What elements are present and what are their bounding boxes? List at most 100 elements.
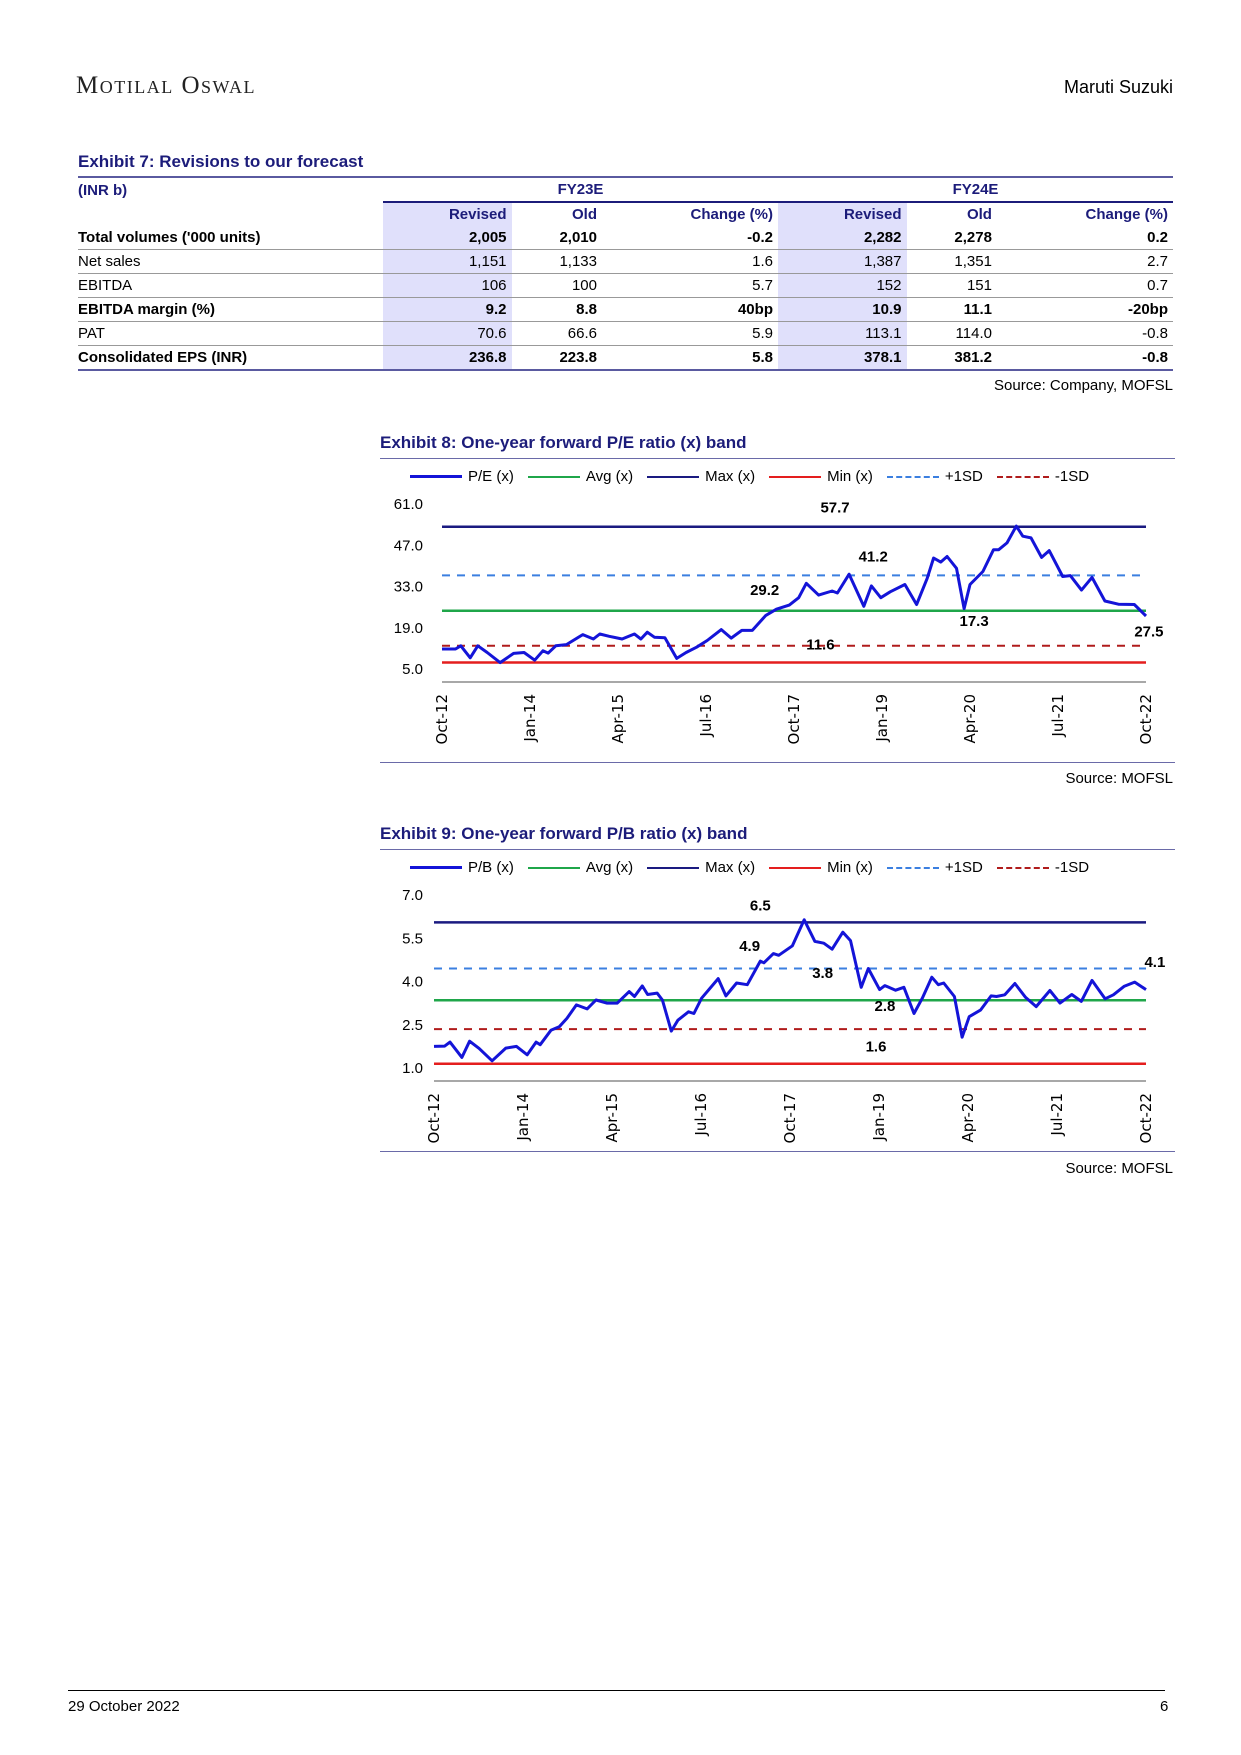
legend-swatch [527,475,580,478]
column-header: Revised [777,202,907,226]
exhibit9-title: Exhibit 9: One-year forward P/B ratio (x… [380,824,748,843]
table-cell: 40bp [601,297,778,322]
table-cell: 5.9 [601,321,778,346]
table-cell: 2,282 [777,226,907,250]
y-tick-label: 5.5 [402,930,423,947]
legend-item: Max (x) [647,468,755,485]
table-cell: 381.2 [954,349,992,366]
data-label: 27.5 [1134,623,1163,640]
y-tick-label: 19.0 [394,620,423,637]
legend-label: P/B (x) [468,859,514,876]
legend-label: Max (x) [705,859,756,876]
x-tick-label: Oct-12 [433,694,451,744]
row-label: PAT [78,321,383,346]
x-tick-label: Jan-19 [870,1093,888,1142]
data-label: 1.6 [866,1039,887,1056]
table-cell: -0.2 [601,226,778,250]
table-cell: 0.2 [996,226,1173,250]
legend-label: +1SD [944,468,983,485]
legend-label: Max (x) [705,468,756,485]
x-tick-label: Jul-16 [692,1093,710,1137]
table-row: EBITDA 106 100 5.7 152 151 0.7 [78,273,1173,298]
table-cell: 151 [906,273,997,298]
legend-swatch [527,866,580,869]
y-tick-label: 33.0 [394,579,423,596]
legend-item: +1SD [886,468,983,485]
table-cell: 378.1 [777,345,907,370]
x-tick-label: Apr-15 [609,694,627,744]
table-cell: 10.9 [777,297,907,322]
data-label: 6.5 [750,897,771,914]
x-tick-label: Jul-21 [1048,1093,1066,1137]
legend-label: -1SD [1054,468,1090,485]
column-header: Change (%) [690,206,773,223]
table-cell: 70.6 [383,321,512,346]
exhibit7-title: Exhibit 7: Revisions to our forecast [78,152,364,171]
data-label: 29.2 [750,582,779,599]
table-cell: 2.7 [996,249,1173,274]
y-tick-label: 2.5 [402,1017,423,1034]
legend-item: Max (x) [647,859,755,876]
x-tick-label: Jan-14 [514,1093,532,1142]
table-header-row: Revised Old Change (%) Revised Old Change (%) [78,202,1173,226]
table-row: EBITDA margin (%) 9.2 8.8 40bp 10.9 11.1 -20bp [78,297,1173,322]
data-label: 11.6 [806,637,834,654]
data-label: 41.2 [859,548,888,565]
group-fy24e: FY24E [777,177,1173,203]
legend-item: Min (x) [769,468,873,485]
table-cell: 9.2 [383,297,512,322]
x-tick-label: Oct-17 [781,1093,799,1143]
column-header: Old [571,206,597,223]
legend-swatch [886,866,939,869]
table-row: PAT 70.6 66.6 5.9 113.1 114.0 -0.8 [78,321,1173,346]
table-cell: 8.8 [511,297,602,322]
x-tick-label: Apr-20 [959,1093,977,1143]
table-group-row: (INR b) FY23E FY24E [78,177,1173,203]
legend-item: Avg (x) [527,859,633,876]
legend-item: +1SD [886,859,983,876]
y-tick-label: 7.0 [402,887,423,904]
table-cell: 0.7 [996,273,1173,298]
table-cell: -0.8 [996,321,1173,346]
x-tick-label: Oct-22 [1137,1093,1155,1143]
table-cell: 5.7 [601,273,778,298]
data-label: 17.3 [960,613,989,630]
table-row: Consolidated EPS (INR) 236.8 223.8 5.8 378.1… [78,345,1173,370]
exhibit8-title: Exhibit 8: One-year forward P/E ratio (x… [380,433,747,452]
table-cell: 1.6 [601,249,778,274]
x-tick-label: Jul-21 [1049,694,1067,738]
table-cell: 2,010 [511,226,602,250]
unit-label: (INR b) [78,181,128,199]
legend-item: Min (x) [769,859,873,876]
y-tick-label: 5.0 [402,661,423,678]
legend-item: Avg (x) [527,468,634,485]
data-label: 2.8 [875,998,896,1015]
x-tick-label: Oct-17 [785,694,803,744]
table-cell: 2,005 [383,226,512,250]
table-cell: 113.1 [777,321,907,346]
x-tick-label: Jan-14 [521,694,539,743]
company-name: Maruti Suzuki [1063,77,1173,97]
pe-series-line [442,524,1148,665]
legend-swatch [410,475,462,478]
legend-label: Avg (x) [585,468,634,485]
pe-band-chart: 61.0 47.0 33.0 19.0 5.0 Oct-12 Jan-14 Apr-15 Jul… [394,496,1164,744]
y-tick-label: 47.0 [394,537,423,554]
x-tick-label: Jul-16 [697,694,715,738]
table-cell: 11.1 [906,297,997,322]
revisions-table: (INR b) FY23E FY24E Revised Old Change (%)… [78,176,1173,371]
legend-item: P/B (x) [410,859,514,876]
legend-item: P/E (x) [410,468,514,485]
y-tick-label: 1.0 [402,1060,423,1077]
table-cell: 1,133 [511,249,602,274]
divider [380,762,1175,763]
table-cell: 100 [511,273,602,298]
row-label: Total volumes ('000 units) [78,226,383,250]
table-cell: -0.8 [1142,349,1168,366]
data-label: 57.7 [820,500,849,517]
table-cell: 5.8 [752,349,773,366]
row-label: EBITDA margin (%) [78,297,383,322]
row-label: Net sales [78,249,383,274]
x-tick-label: Apr-20 [961,694,979,744]
divider [380,849,1175,850]
